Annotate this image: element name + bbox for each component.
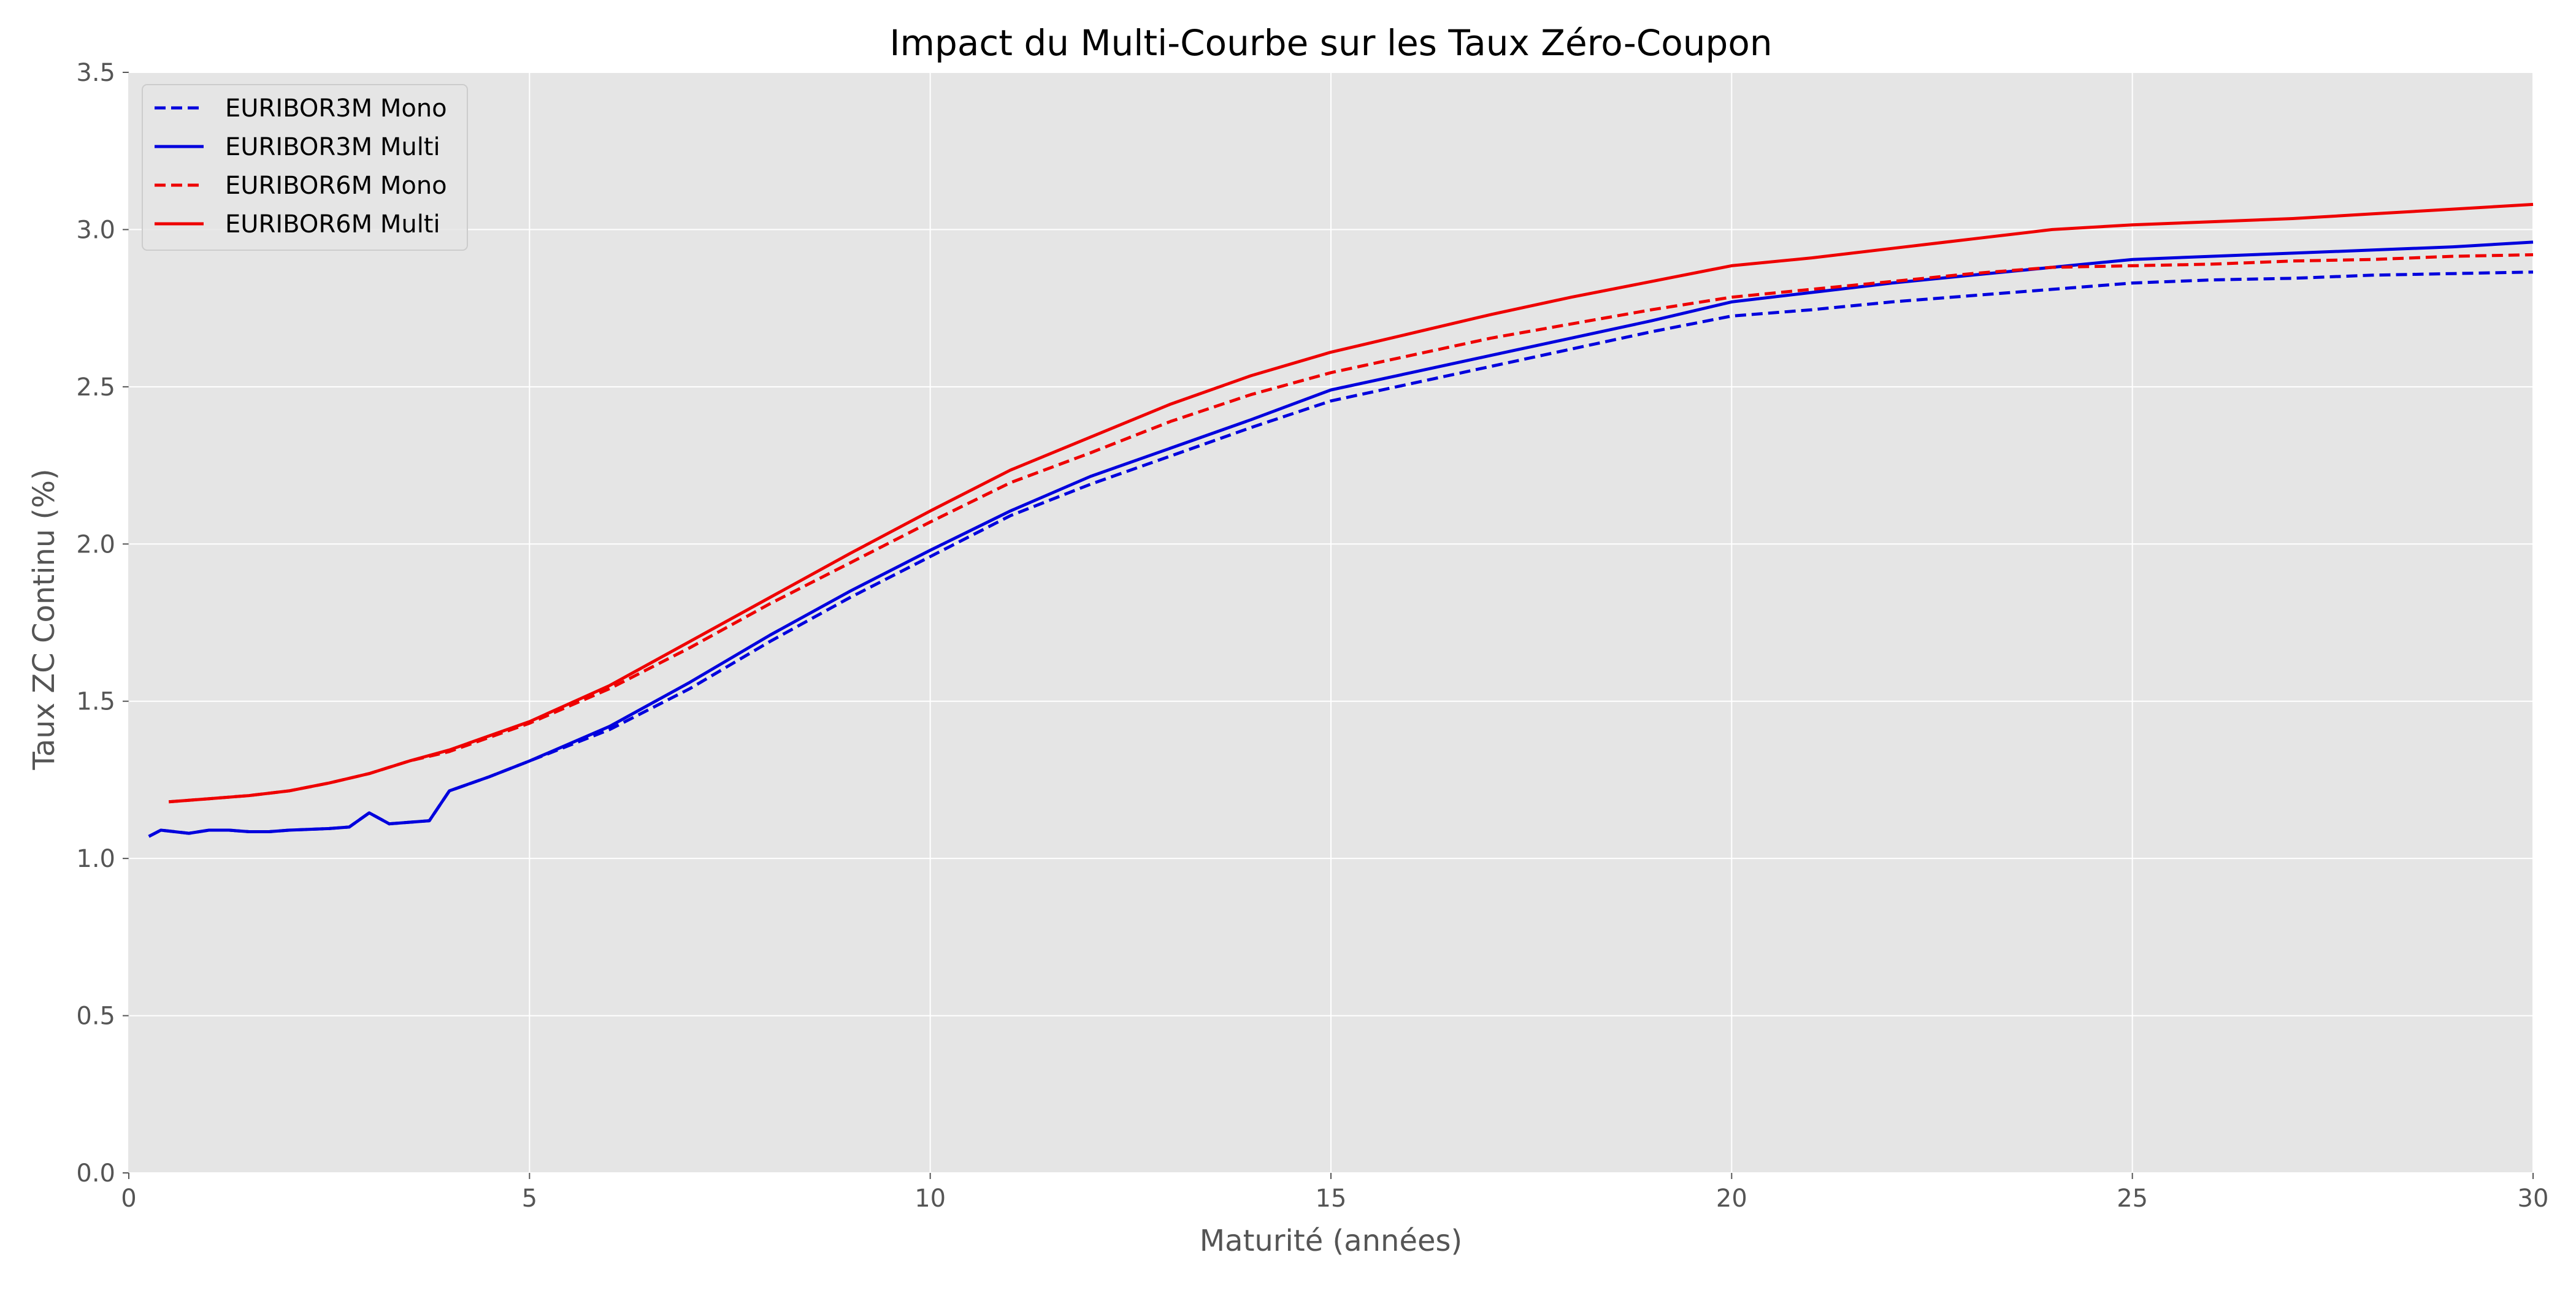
x-tick-label: 0	[121, 1185, 136, 1213]
x-tick-label: 25	[2117, 1185, 2148, 1213]
y-tick-label: 0.0	[76, 1159, 115, 1188]
legend-label: EURIBOR6M Multi	[225, 210, 440, 239]
y-axis-label: Taux ZC Continu (%)	[27, 468, 61, 770]
x-tick-label: 30	[2518, 1185, 2549, 1213]
x-tick-label: 20	[1716, 1185, 1747, 1213]
y-tick-label: 1.5	[76, 688, 115, 716]
legend-label: EURIBOR3M Multi	[225, 133, 440, 161]
y-tick-label: 3.0	[76, 216, 115, 244]
series-line-3	[169, 202, 2534, 804]
y-tick-label: 2.0	[76, 530, 115, 559]
x-tick-label: 5	[522, 1185, 537, 1213]
x-tick-label: 10	[914, 1185, 946, 1213]
y-tick-label: 0.5	[76, 1002, 115, 1031]
axes: 0 5 10 15 20 25 30 0.0 0.5 1.0 1.5 2.0 2.5 3.0 3.5	[76, 59, 2548, 1213]
x-axis-label: Maturité (années)	[1200, 1224, 1463, 1258]
chart-title: Impact du Multi-Courbe sur les Taux Zéro…	[889, 22, 1772, 64]
series-lines	[148, 202, 2534, 838]
y-tick-label: 3.5	[76, 59, 115, 87]
legend: EURIBOR3M Mono EURIBOR3M Multi EURIBOR6M M…	[142, 84, 468, 251]
legend-label: EURIBOR3M Mono	[225, 94, 447, 123]
y-tick-label: 2.5	[76, 373, 115, 402]
x-tick-label: 15	[1316, 1185, 1347, 1213]
y-tick-label: 1.0	[76, 845, 115, 873]
legend-box	[142, 84, 468, 251]
legend-label: EURIBOR6M Mono	[225, 172, 447, 200]
